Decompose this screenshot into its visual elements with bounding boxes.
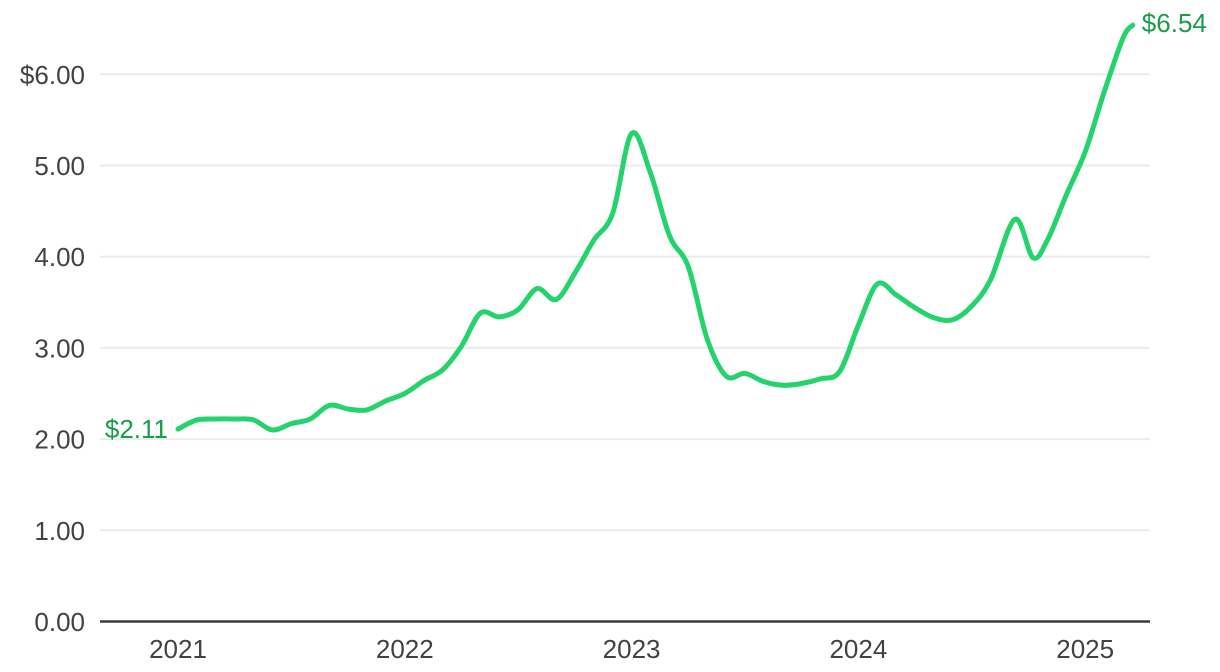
gridlines — [100, 73, 1150, 532]
end-value-label: $6.54 — [1142, 8, 1207, 38]
y-tick-label: $6.00 — [20, 60, 85, 90]
x-axis-tick-labels: 2021 2022 2023 2024 2025 — [149, 634, 1114, 664]
x-tick-label: 2025 — [1056, 634, 1114, 664]
x-tick-label: 2024 — [829, 634, 887, 664]
price-line — [175, 22, 1136, 433]
start-value-label: $2.11 — [105, 414, 168, 444]
y-tick-label: 2.00 — [34, 425, 85, 455]
y-tick-label: 4.00 — [34, 242, 85, 272]
y-axis-tick-labels: $6.00 5.00 4.00 3.00 2.00 1.00 0.00 — [20, 60, 85, 637]
y-tick-label: 0.00 — [34, 607, 85, 637]
y-tick-label: 3.00 — [34, 333, 85, 363]
y-tick-label: 5.00 — [34, 151, 85, 181]
x-tick-label: 2023 — [603, 634, 661, 664]
x-tick-label: 2021 — [149, 634, 207, 664]
y-tick-label: 1.00 — [34, 516, 85, 546]
x-tick-label: 2022 — [376, 634, 434, 664]
